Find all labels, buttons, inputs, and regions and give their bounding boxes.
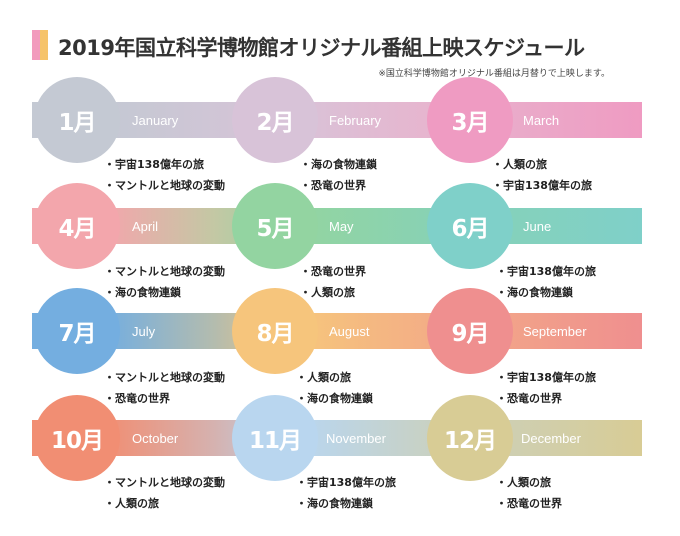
program-item: ・恐竜の世界 — [496, 392, 562, 405]
month-circle-nov: 11月 — [232, 395, 318, 481]
month-circle-mar: 3月 — [427, 77, 513, 163]
program-item: ・人類の旅 — [492, 158, 547, 171]
program-item: ・海の食物連鎖 — [496, 286, 573, 299]
band-row-2 — [32, 208, 642, 244]
program-item: ・宇宙138億年の旅 — [296, 476, 396, 489]
program-item: ・海の食物連鎖 — [296, 392, 373, 405]
month-english-aug: August — [329, 324, 370, 339]
month-circle-aug: 8月 — [232, 288, 318, 374]
program-item: ・人類の旅 — [496, 476, 551, 489]
month-english-jan: January — [132, 113, 179, 128]
page-title: 2019年国立科学博物館オリジナル番組上映スケジュール — [58, 36, 585, 60]
program-item: ・マントルと地球の変動 — [104, 265, 225, 278]
month-circle-dec: 12月 — [427, 395, 513, 481]
month-english-may: May — [329, 219, 354, 234]
program-item: ・マントルと地球の変動 — [104, 476, 225, 489]
program-item: ・宇宙138億年の旅 — [492, 179, 592, 192]
month-circle-apr: 4月 — [34, 183, 120, 269]
month-english-nov: November — [326, 431, 386, 446]
program-item: ・海の食物連鎖 — [104, 286, 181, 299]
month-circle-oct: 10月 — [34, 395, 120, 481]
month-english-feb: February — [329, 113, 382, 128]
program-item: ・人類の旅 — [300, 286, 355, 299]
month-english-apr: April — [132, 219, 159, 234]
month-english-dec: December — [521, 431, 581, 446]
schedule-note: ※国立科学博物館オリジナル番組は月替りで上映します。 — [378, 69, 610, 79]
program-item: ・マントルと地球の変動 — [104, 371, 225, 384]
program-item: ・海の食物連鎖 — [296, 497, 373, 510]
band-row-4 — [32, 420, 642, 456]
program-item: ・人類の旅 — [296, 371, 351, 384]
month-english-jul: July — [132, 324, 156, 339]
title-accent-bar — [32, 30, 48, 60]
month-circle-jun: 6月 — [427, 183, 513, 269]
month-english-sep: September — [523, 324, 587, 339]
program-item: ・恐竜の世界 — [300, 265, 366, 278]
program-item: ・マントルと地球の変動 — [104, 179, 225, 192]
program-item: ・恐竜の世界 — [300, 179, 366, 192]
program-item: ・恐竜の世界 — [104, 392, 170, 405]
program-item: ・宇宙138億年の旅 — [496, 371, 596, 384]
program-item: ・人類の旅 — [104, 497, 159, 510]
band-row-1 — [32, 102, 642, 138]
month-circle-jan: 1月 — [34, 77, 120, 163]
month-circle-may: 5月 — [232, 183, 318, 269]
month-english-oct: October — [132, 431, 179, 446]
month-circle-feb: 2月 — [232, 77, 318, 163]
program-item: ・宇宙138億年の旅 — [496, 265, 596, 278]
month-circle-sep: 9月 — [427, 288, 513, 374]
month-circle-jul: 7月 — [34, 288, 120, 374]
program-item: ・海の食物連鎖 — [300, 158, 377, 171]
band-row-3 — [32, 313, 642, 349]
month-english-jun: June — [523, 219, 552, 234]
month-english-mar: March — [523, 113, 560, 128]
program-item: ・宇宙138億年の旅 — [104, 158, 204, 171]
program-item: ・恐竜の世界 — [496, 497, 562, 510]
